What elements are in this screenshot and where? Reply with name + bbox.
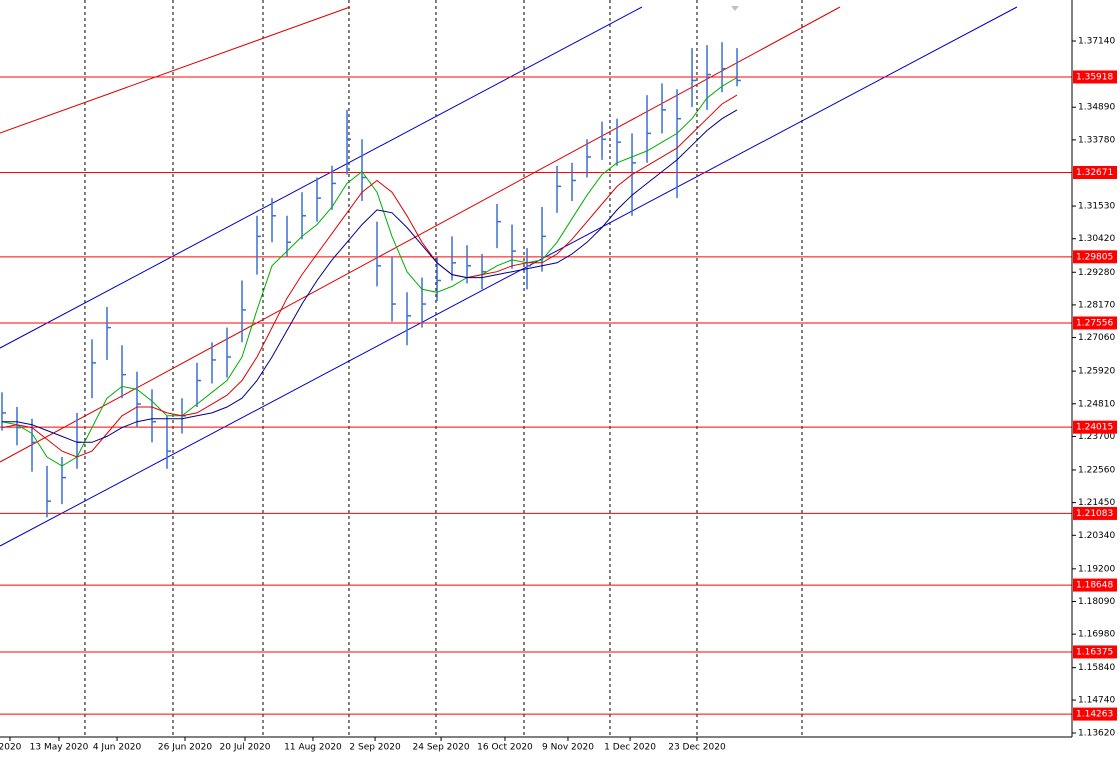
level-label: 1.24015 <box>1076 423 1113 433</box>
shift-marker <box>731 6 739 11</box>
channel-line <box>0 6 643 349</box>
y-tick-label: 1.13620 <box>1078 728 1115 738</box>
level-label: 1.16375 <box>1076 647 1113 657</box>
level-label-box <box>1073 165 1117 179</box>
plot-layer <box>0 42 1072 715</box>
y-tick-label: 1.23700 <box>1078 432 1115 442</box>
axis-layer: 1.37140 1.34890 1.33780 1.31530 1.30420 1.292… <box>0 37 1117 753</box>
level-label-box <box>1073 250 1117 264</box>
y-tick-label: 1.33780 <box>1078 135 1115 145</box>
y-tick-label: 1.21450 <box>1078 498 1115 508</box>
trend-channels <box>0 6 1018 547</box>
x-tick-label: 16 Oct 2020 <box>477 743 533 753</box>
channel-line <box>0 6 841 463</box>
x-tick-label: 2020 <box>0 743 22 753</box>
level-label-box <box>1073 70 1117 84</box>
level-label: 1.21083 <box>1076 509 1113 519</box>
level-label-box <box>1073 506 1117 520</box>
y-tick-label: 1.37140 <box>1078 37 1115 47</box>
grid-layer <box>84 0 803 737</box>
level-label-box <box>1073 707 1117 721</box>
y-tick-label: 1.34890 <box>1078 103 1115 113</box>
y-tick-label: 1.30420 <box>1078 234 1115 244</box>
level-label: 1.14263 <box>1076 710 1113 720</box>
moving-average <box>2 109 738 443</box>
moving-average <box>1 77 738 467</box>
level-label-box <box>1073 645 1117 659</box>
moving-average <box>1 94 738 458</box>
x-tick-label: 26 Jun 2020 <box>158 743 212 753</box>
level-label: 1.29805 <box>1076 252 1113 262</box>
level-label-box <box>1073 316 1117 330</box>
y-tick-label: 1.16980 <box>1078 630 1115 640</box>
y-tick-label: 1.24810 <box>1078 399 1115 409</box>
channel-line <box>0 6 1018 547</box>
x-tick-label: 1 Dec 2020 <box>604 743 656 753</box>
x-tick-label: 4 Jun 2020 <box>93 743 142 753</box>
y-tick-label: 1.27060 <box>1078 333 1115 343</box>
channel-line <box>0 6 351 134</box>
x-tick-label: 2 Sep 2020 <box>349 743 401 753</box>
y-tick-label: 1.29280 <box>1078 268 1115 278</box>
y-tick-label: 1.14740 <box>1078 696 1115 706</box>
y-tick-label: 1.20340 <box>1078 531 1115 541</box>
x-tick-label: 11 Aug 2020 <box>284 743 342 753</box>
y-tick-label: 1.25920 <box>1078 367 1115 377</box>
level-label: 1.32671 <box>1076 168 1113 178</box>
y-tick-label: 1.28170 <box>1078 300 1115 310</box>
level-label-box <box>1073 578 1117 592</box>
level-label: 1.35918 <box>1076 72 1113 82</box>
x-tick-label: 20 Jul 2020 <box>220 743 271 753</box>
y-tick-label: 1.22560 <box>1078 465 1115 475</box>
level-label-box <box>1073 420 1117 434</box>
x-tick-label: 13 May 2020 <box>30 743 89 753</box>
x-tick-label: 23 Dec 2020 <box>668 743 726 753</box>
x-tick-label: 24 Sep 2020 <box>413 743 470 753</box>
y-tick-label: 1.31530 <box>1078 202 1115 212</box>
y-tick-label: 1.19200 <box>1078 564 1115 574</box>
level-label: 1.18648 <box>1076 581 1113 591</box>
y-tick-label: 1.18090 <box>1078 597 1115 607</box>
y-tick-label: 1.15840 <box>1078 663 1115 673</box>
level-label: 1.27556 <box>1076 318 1113 328</box>
x-tick-label: 9 Nov 2020 <box>542 743 594 753</box>
